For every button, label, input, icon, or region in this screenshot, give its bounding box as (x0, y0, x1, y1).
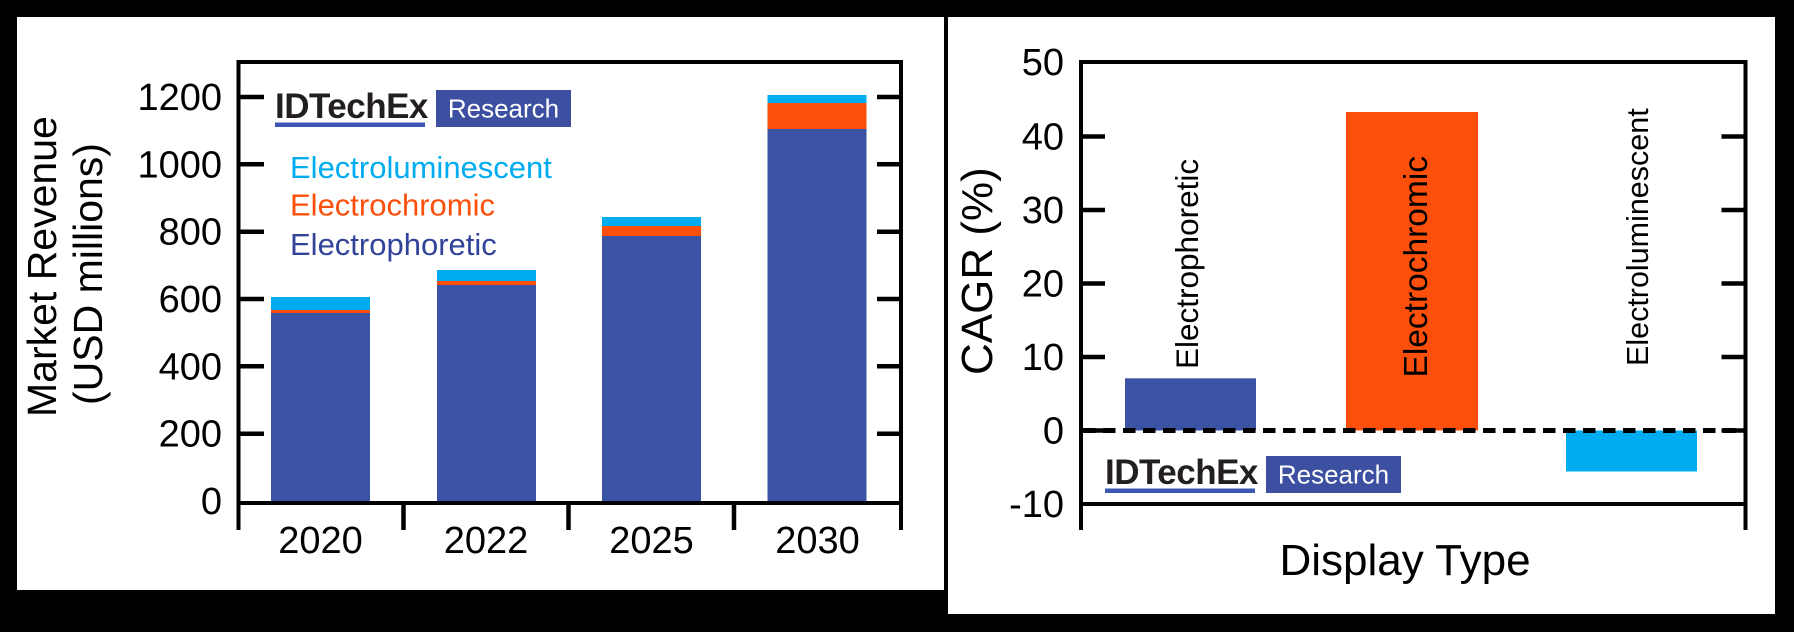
svg-text:30: 30 (1022, 190, 1064, 232)
svg-text:2025: 2025 (609, 520, 694, 562)
svg-text:Research: Research (448, 93, 559, 123)
svg-text:-10: -10 (1009, 484, 1064, 526)
svg-text:400: 400 (159, 346, 222, 388)
svg-text:CAGR (%): CAGR (%) (953, 167, 1002, 375)
svg-text:IDTechEx: IDTechEx (275, 87, 429, 126)
svg-text:IDTechEx: IDTechEx (1105, 453, 1259, 492)
svg-text:800: 800 (159, 212, 222, 254)
svg-text:50: 50 (1022, 42, 1064, 84)
svg-text:Electrophoretic: Electrophoretic (1169, 159, 1205, 369)
svg-text:0: 0 (201, 481, 222, 523)
svg-text:Market Revenue: Market Revenue (19, 116, 65, 417)
svg-text:Research: Research (1278, 459, 1389, 489)
svg-text:10: 10 (1022, 337, 1064, 379)
svg-text:2022: 2022 (444, 520, 529, 562)
svg-text:Electrophoretic: Electrophoretic (290, 227, 497, 262)
svg-text:600: 600 (159, 279, 222, 321)
svg-text:2030: 2030 (775, 520, 860, 562)
svg-text:Electroluminescent: Electroluminescent (290, 150, 552, 185)
svg-text:1200: 1200 (137, 77, 222, 119)
svg-text:1000: 1000 (137, 144, 222, 186)
svg-text:20: 20 (1022, 264, 1064, 306)
svg-text:Electrochromic: Electrochromic (1398, 156, 1435, 378)
svg-text:Electroluminescent: Electroluminescent (1621, 108, 1655, 366)
svg-text:(USD millions): (USD millions) (65, 143, 111, 405)
svg-text:2020: 2020 (278, 520, 363, 562)
svg-text:0: 0 (1043, 411, 1064, 453)
svg-text:Electrochromic: Electrochromic (290, 188, 495, 223)
svg-text:200: 200 (159, 414, 222, 456)
svg-text:Display Type: Display Type (1279, 536, 1530, 585)
svg-text:40: 40 (1022, 117, 1064, 159)
